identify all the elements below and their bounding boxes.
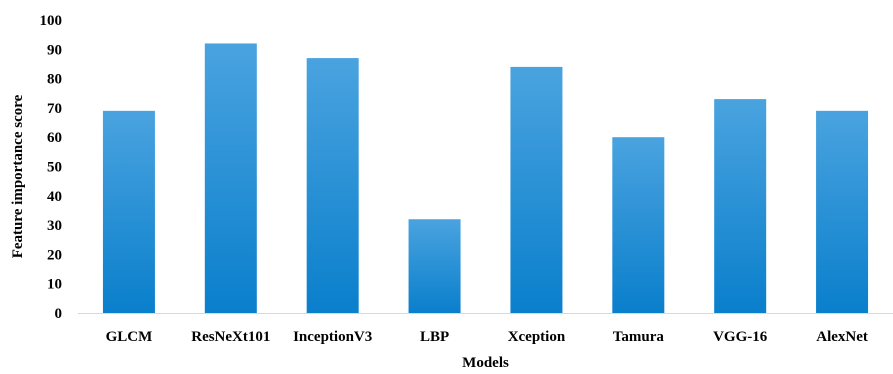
x-tick-label: VGG-16 <box>713 329 768 345</box>
bar-tamura <box>612 137 665 313</box>
y-axis-title: Feature importance score <box>10 94 26 258</box>
bar-inceptionv3 <box>306 58 359 314</box>
bar-lbp <box>408 219 461 313</box>
y-tick-label: 40 <box>47 189 62 205</box>
x-tick-label: ResNeXt101 <box>191 329 270 345</box>
x-tick-label: GLCM <box>106 329 153 345</box>
x-tick-label: InceptionV3 <box>293 329 372 345</box>
y-tick-label: 80 <box>47 72 62 88</box>
x-tick-label: AlexNet <box>816 329 868 345</box>
y-tick-label: 20 <box>47 247 62 263</box>
y-tick-label: 10 <box>47 277 62 293</box>
y-tick-label: 0 <box>55 306 63 322</box>
y-tick-label: 50 <box>47 160 62 176</box>
x-tick-label: Tamura <box>613 329 665 345</box>
y-tick-label: 60 <box>47 130 62 146</box>
y-tick-label: 90 <box>47 42 62 58</box>
bar-alexnet <box>816 110 869 313</box>
x-tick-label: Xception <box>508 329 566 345</box>
x-tick-label: LBP <box>420 329 449 345</box>
bar-xception <box>510 66 563 313</box>
bar-glcm <box>102 110 155 313</box>
x-axis-ticks: GLCM ResNeXt101 InceptionV3 LBP Xception Tamu… <box>106 329 868 345</box>
bar-resnext101 <box>204 43 257 313</box>
bar-vgg-16 <box>714 99 767 313</box>
y-tick-label: 100 <box>40 13 63 29</box>
x-axis-title: Models <box>462 355 509 371</box>
y-tick-label: 70 <box>47 101 62 117</box>
y-axis-ticks: 0 10 20 30 40 50 60 70 80 90 100 <box>40 13 63 322</box>
y-tick-label: 30 <box>47 218 62 234</box>
bars <box>102 43 869 314</box>
